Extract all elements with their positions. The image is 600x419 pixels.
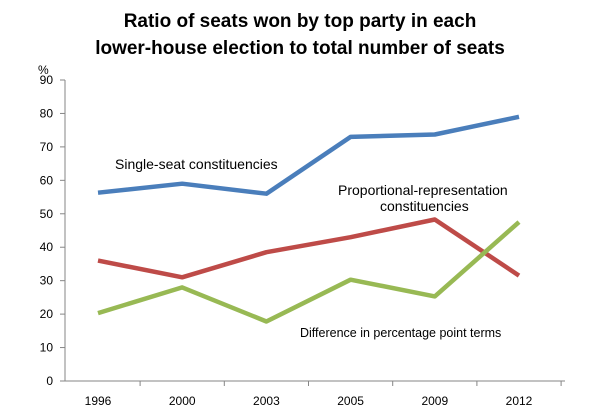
y-tick-label: 90 bbox=[40, 73, 54, 87]
y-tick-label: 70 bbox=[40, 140, 54, 154]
y-tick-label: 10 bbox=[40, 341, 54, 355]
annotation-single-seat: Single-seat constituencies bbox=[115, 156, 278, 172]
x-tick-label: 2005 bbox=[337, 394, 364, 408]
chart-title-line-1: Ratio of seats won by top party in each bbox=[123, 11, 477, 32]
series-line-3 bbox=[97, 220, 521, 324]
chart-title: Ratio of seats won by top party in each … bbox=[0, 8, 600, 62]
chart-annotations: Single-seat constituencies Proportional-… bbox=[115, 156, 508, 340]
series-line-2 bbox=[97, 217, 521, 280]
y-tick-label: 60 bbox=[40, 173, 54, 187]
x-tick-label: 2003 bbox=[253, 394, 280, 408]
series-line-1 bbox=[97, 114, 520, 196]
x-tick-label: 2012 bbox=[506, 394, 533, 408]
y-tick-label: 20 bbox=[40, 307, 54, 321]
x-tick-label: 2009 bbox=[421, 394, 448, 408]
chart-series bbox=[97, 114, 521, 324]
y-axis-unit-label: % bbox=[38, 63, 49, 77]
y-tick-label: 30 bbox=[40, 274, 54, 288]
x-tick-label: 1996 bbox=[85, 394, 112, 408]
y-tick-label: 40 bbox=[40, 240, 54, 254]
y-tick-label: 80 bbox=[40, 106, 54, 120]
x-tick-label: 2000 bbox=[169, 394, 196, 408]
annotation-difference: Difference in percentage point terms bbox=[300, 326, 501, 340]
chart-title-line-2: lower-house election to total number of … bbox=[95, 38, 505, 59]
chart-axes: 0 10 20 30 40 50 60 70 80 90% 1996 2000 2003 2005 2009… bbox=[38, 63, 565, 408]
y-tick-label: 0 bbox=[46, 374, 53, 388]
annotation-proportional-line-2: constituencies bbox=[380, 198, 469, 214]
y-tick-label: 50 bbox=[40, 207, 54, 221]
annotation-proportional-line-1: Proportional-representation bbox=[338, 182, 508, 198]
